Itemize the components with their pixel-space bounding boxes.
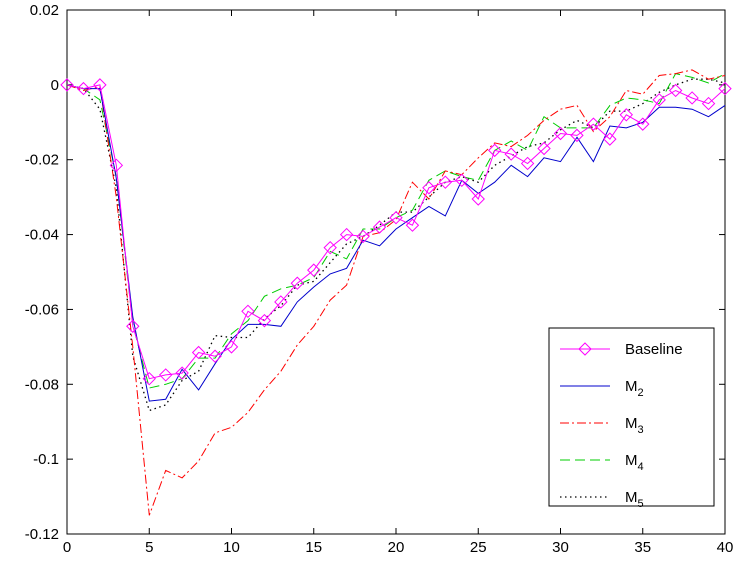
data-point-marker bbox=[520, 156, 535, 171]
data-point-marker bbox=[422, 181, 436, 195]
data-point-marker bbox=[718, 81, 732, 96]
axis-ticks: 0 5 10 15 20 25 30 35 40 0.02 0 -0.02 -0.04 -0.06 -0.0… bbox=[25, 2, 734, 556]
data-point-marker bbox=[356, 229, 370, 244]
data-point-marker bbox=[60, 78, 74, 92]
data-point-marker bbox=[652, 93, 666, 107]
data-point-marker bbox=[323, 240, 337, 255]
data-point-marker bbox=[142, 371, 156, 386]
y-tick-label: 0 bbox=[51, 77, 59, 94]
series-line-m3 bbox=[66, 69, 726, 516]
data-point-marker bbox=[241, 304, 255, 319]
data-point-marker bbox=[438, 175, 453, 189]
legend-label: M5 bbox=[625, 489, 644, 510]
y-tick-label: 0.02 bbox=[30, 2, 59, 19]
data-point-marker bbox=[487, 143, 502, 158]
data-point-marker bbox=[471, 192, 485, 206]
legend-label: Baseline bbox=[625, 341, 683, 358]
data-point-marker bbox=[208, 349, 222, 363]
data-point-marker bbox=[339, 227, 354, 242]
y-tick-label: -0.02 bbox=[25, 152, 59, 169]
data-point-marker bbox=[372, 220, 387, 234]
data-point-marker bbox=[274, 295, 288, 309]
series-line-m4 bbox=[66, 73, 726, 389]
data-point-marker bbox=[586, 117, 601, 131]
data-point-marker bbox=[76, 81, 91, 96]
x-tick-label: 15 bbox=[305, 539, 322, 556]
data-point-marker bbox=[158, 368, 173, 382]
y-tick-label: -0.06 bbox=[25, 301, 59, 318]
data-point-marker bbox=[553, 126, 568, 141]
data-point-marker bbox=[685, 91, 699, 105]
y-tick-label: -0.08 bbox=[25, 376, 59, 393]
x-tick-label: 0 bbox=[63, 539, 71, 556]
legend: Baseline M2 M3 M4 M5 bbox=[548, 327, 715, 510]
x-tick-label: 20 bbox=[388, 539, 405, 556]
y-tick-label: -0.12 bbox=[25, 526, 59, 543]
data-point-marker bbox=[93, 78, 107, 92]
x-tick-label: 25 bbox=[470, 539, 487, 556]
y-tick-label: -0.1 bbox=[33, 451, 59, 468]
x-tick-label: 30 bbox=[552, 539, 569, 556]
series-line-m2 bbox=[66, 84, 726, 402]
data-point-marker bbox=[504, 147, 518, 161]
data-point-marker bbox=[175, 366, 189, 380]
data-point-marker bbox=[224, 340, 239, 354]
data-point-marker bbox=[537, 141, 551, 156]
data-point-marker bbox=[570, 128, 584, 143]
data-point-marker bbox=[636, 117, 650, 131]
x-tick-label: 10 bbox=[223, 539, 240, 556]
data-point-marker bbox=[619, 108, 634, 122]
data-point-marker bbox=[290, 276, 305, 290]
data-point-marker bbox=[307, 263, 321, 277]
data-point-marker bbox=[109, 158, 124, 173]
data-point-marker bbox=[191, 345, 206, 360]
data-point-marker bbox=[126, 319, 140, 333]
legend-box bbox=[548, 327, 715, 507]
data-point-marker bbox=[668, 83, 683, 98]
x-tick-label: 35 bbox=[634, 539, 651, 556]
y-tick-label: -0.04 bbox=[25, 227, 59, 244]
data-point-marker bbox=[257, 313, 272, 328]
data-point-marker bbox=[389, 211, 403, 225]
legend-label: M4 bbox=[625, 452, 644, 473]
data-point-marker bbox=[455, 173, 469, 188]
series-lines bbox=[60, 69, 732, 516]
legend-label: M3 bbox=[625, 415, 644, 436]
x-tick-label: 40 bbox=[717, 539, 734, 556]
x-tick-label: 5 bbox=[145, 539, 153, 556]
legend-label: M2 bbox=[625, 378, 644, 399]
legend-marker bbox=[578, 342, 592, 356]
data-point-marker bbox=[701, 96, 716, 111]
data-point-marker bbox=[405, 218, 420, 232]
data-point-marker bbox=[603, 132, 617, 146]
